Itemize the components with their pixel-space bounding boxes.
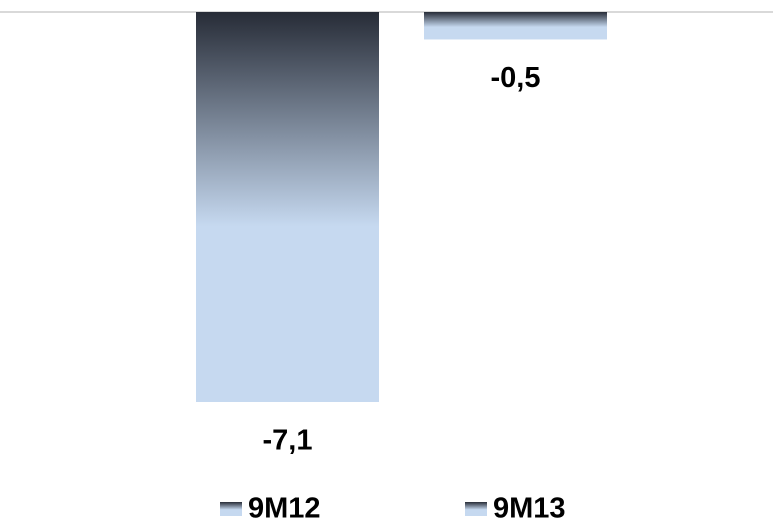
legend-label: 9M12 [248,493,321,525]
legend-swatch [220,502,242,516]
data-label: -7,1 [263,425,313,457]
bar [196,12,379,402]
bar [424,12,607,40]
legend-label: 9M13 [493,493,566,525]
data-label: -0,5 [491,62,541,94]
legend-swatch [465,502,487,516]
